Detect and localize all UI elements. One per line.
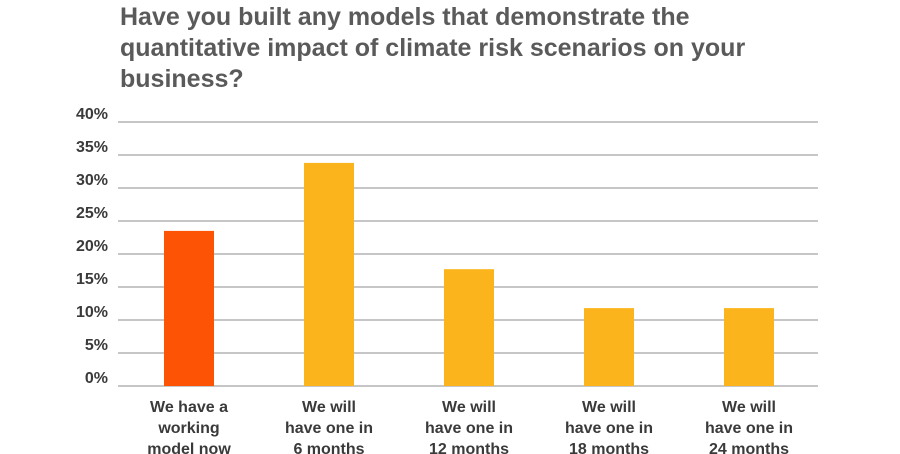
x-category-label-line: have one in	[285, 420, 373, 437]
x-category-label: We will have one in 6 months	[285, 399, 373, 454]
x-category-label-line: working	[157, 420, 219, 437]
x-category-label: We have a working model now	[147, 399, 231, 454]
x-category-label-line: have one in	[705, 420, 793, 437]
x-category-label-line: 6 months	[293, 441, 364, 454]
x-category-label-line: We will	[582, 399, 636, 416]
x-category-label-line: 24 months	[709, 441, 789, 454]
y-tick-label: 20%	[76, 238, 108, 255]
x-category-label: We will have one in 12 months	[425, 399, 513, 454]
y-tick-label: 15%	[76, 271, 108, 288]
y-tick-label: 5%	[85, 337, 108, 354]
chart-title: Have you built any models that demonstra…	[120, 3, 746, 93]
bar	[724, 308, 774, 386]
x-category-label-line: 12 months	[429, 441, 509, 454]
bars	[164, 162, 774, 386]
x-category-label-line: We will	[442, 399, 496, 416]
y-tick-label: 35%	[76, 139, 108, 156]
x-axis-category-labels: We have a working model now We will have one…	[147, 399, 793, 454]
y-tick-label: 0%	[85, 370, 108, 387]
bar	[584, 308, 634, 386]
y-tick-label: 25%	[76, 205, 108, 222]
x-category-label-line: model now	[147, 441, 231, 454]
x-category-label-line: have one in	[425, 420, 513, 437]
x-category-label-line: We have a	[150, 399, 228, 416]
x-category-label-line: have one in	[565, 420, 653, 437]
x-category-label: We will have one in 24 months	[705, 399, 793, 454]
bar	[444, 269, 494, 386]
x-category-label-line: 18 months	[569, 441, 649, 454]
y-tick-label: 10%	[76, 304, 108, 321]
bar	[164, 230, 214, 386]
bar	[304, 162, 354, 386]
y-tick-label: 30%	[76, 172, 108, 189]
y-axis-tick-labels: 0% 5% 10% 15% 20% 25% 30% 35% 40%	[76, 106, 108, 387]
x-category-label-line: We will	[302, 399, 356, 416]
x-category-label-line: We will	[722, 399, 776, 416]
y-tick-label: 40%	[76, 106, 108, 123]
x-category-label: We will have one in 18 months	[565, 399, 653, 454]
